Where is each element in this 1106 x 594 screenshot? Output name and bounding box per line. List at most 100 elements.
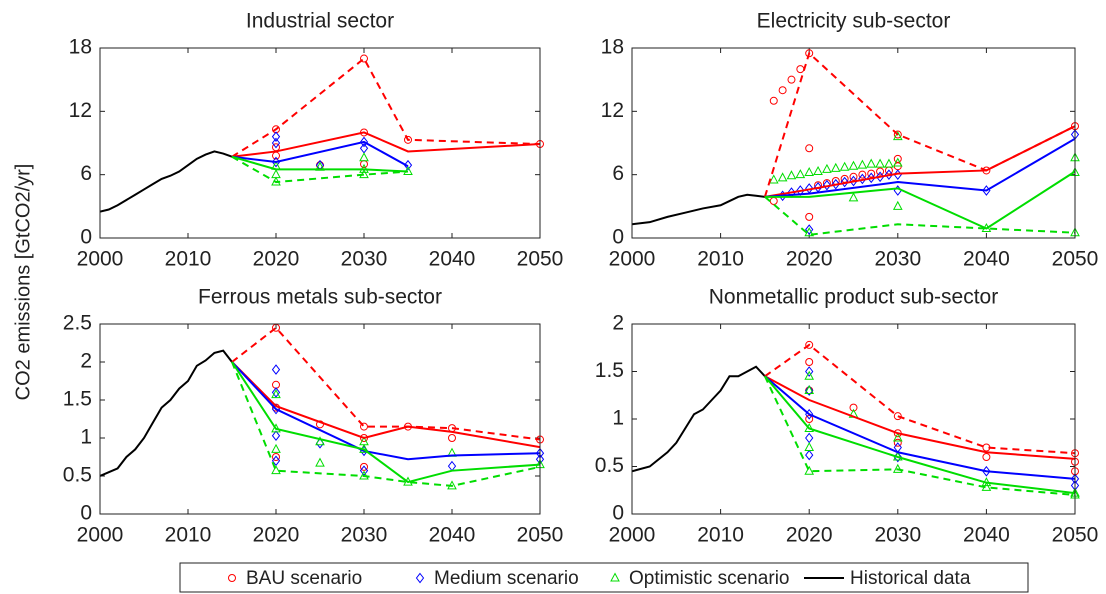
marker-triangle	[875, 158, 885, 168]
marker-diamond	[840, 176, 849, 188]
x-tick-label: 2010	[165, 248, 212, 271]
x-tick-label: 2000	[609, 248, 656, 271]
x-tick-label: 2000	[609, 524, 656, 547]
marker-triangle	[777, 172, 788, 182]
marker-circle	[769, 96, 778, 105]
axes-box	[631, 47, 1076, 239]
y-tick-label: 0.5	[595, 454, 624, 477]
series-line	[231, 155, 409, 173]
x-tick-label: 2010	[697, 524, 744, 547]
series-line	[764, 375, 1075, 480]
x-tick-label: 2020	[253, 248, 300, 271]
marker-diamond	[858, 173, 867, 185]
marker-triangle	[795, 169, 806, 179]
y-tick-label: 18	[601, 36, 624, 59]
chart-title: Industrial sector	[246, 10, 394, 33]
y-tick-label: 2	[80, 350, 92, 373]
marker-triangle	[804, 384, 815, 394]
x-tick-label: 2010	[697, 248, 744, 271]
marker-triangle	[359, 470, 369, 480]
marker-triangle	[768, 174, 779, 184]
y-tick-label: 2	[612, 312, 624, 335]
plot-area	[632, 48, 1075, 238]
series-line	[231, 140, 409, 168]
marker-circle	[787, 75, 796, 84]
y-tick-label: 1	[612, 407, 624, 430]
marker-triangle	[884, 158, 894, 168]
series-line	[231, 326, 540, 441]
marker-circle	[893, 412, 902, 421]
marker-triangle	[813, 165, 823, 175]
series-line	[100, 349, 233, 477]
marker-triangle	[271, 443, 281, 453]
x-tick-label: 2000	[77, 248, 124, 271]
marker-diamond	[359, 136, 369, 148]
series-line	[632, 193, 766, 226]
x-tick-label: 2030	[874, 248, 921, 271]
series-line	[100, 150, 233, 213]
y-tick-label: 1.5	[63, 388, 92, 411]
marker-circle	[849, 172, 858, 181]
y-tick-label: 12	[69, 99, 92, 122]
y-tick-label: 0	[80, 502, 92, 525]
marker-circle	[360, 462, 368, 471]
legend-label: Medium scenario	[434, 568, 579, 589]
marker-triangle	[804, 441, 815, 451]
marker-diamond	[271, 137, 281, 149]
y-axis-label: CO2 emissions [GtCO2/yr]	[12, 164, 34, 401]
marker-circle	[360, 422, 368, 431]
marker-diamond	[271, 387, 281, 398]
chart-title: Nonmetallic product sub-sector	[709, 286, 998, 309]
y-tick-label: 0.5	[63, 464, 92, 487]
marker-triangle	[848, 192, 859, 202]
axes-box	[99, 47, 541, 239]
marker-circle	[404, 135, 412, 144]
marker-diamond	[831, 178, 840, 190]
y-tick-label: 0	[80, 226, 92, 249]
series-line	[763, 375, 1075, 496]
axes-box	[99, 323, 541, 515]
marker-diamond	[849, 175, 858, 187]
marker-diamond	[805, 449, 814, 461]
marker-circle	[360, 54, 368, 63]
series-line	[764, 137, 1075, 198]
marker-circle	[867, 169, 876, 178]
marker-diamond	[884, 169, 894, 180]
marker-triangle	[857, 159, 868, 169]
marker-diamond	[271, 131, 281, 142]
marker-diamond	[867, 172, 876, 184]
marker-triangle	[866, 158, 877, 168]
x-tick-label: 2000	[77, 524, 124, 547]
y-tick-label: 1.5	[595, 359, 624, 382]
x-tick-label: 2020	[253, 524, 300, 547]
series-line	[764, 375, 1075, 495]
series-line	[764, 343, 1075, 455]
marker-circle	[805, 212, 814, 221]
marker-diamond	[805, 385, 814, 396]
marker-circle	[876, 167, 885, 176]
series-line	[764, 170, 1075, 230]
marker-triangle	[822, 163, 832, 173]
y-tick-label: 12	[601, 99, 624, 122]
marker-triangle	[804, 465, 815, 475]
y-tick-label: 0	[612, 226, 624, 249]
marker-triangle	[271, 423, 281, 433]
marker-diamond	[822, 179, 832, 191]
x-tick-label: 2040	[963, 248, 1010, 271]
x-tick-label: 2030	[341, 524, 388, 547]
marker-circle	[272, 453, 280, 461]
marker-diamond	[271, 364, 281, 375]
x-tick-label: 2050	[1052, 248, 1099, 271]
legend-label: Historical data	[850, 568, 971, 589]
marker-triangle	[804, 166, 815, 177]
marker-diamond	[875, 171, 885, 183]
legend-marker	[610, 572, 620, 582]
legend-label: BAU scenario	[246, 568, 362, 589]
marker-triangle	[804, 422, 815, 432]
marker-triangle	[892, 200, 903, 210]
marker-circle	[805, 340, 814, 349]
marker-triangle	[848, 160, 859, 170]
x-tick-label: 2040	[963, 524, 1010, 547]
marker-triangle	[271, 465, 281, 475]
